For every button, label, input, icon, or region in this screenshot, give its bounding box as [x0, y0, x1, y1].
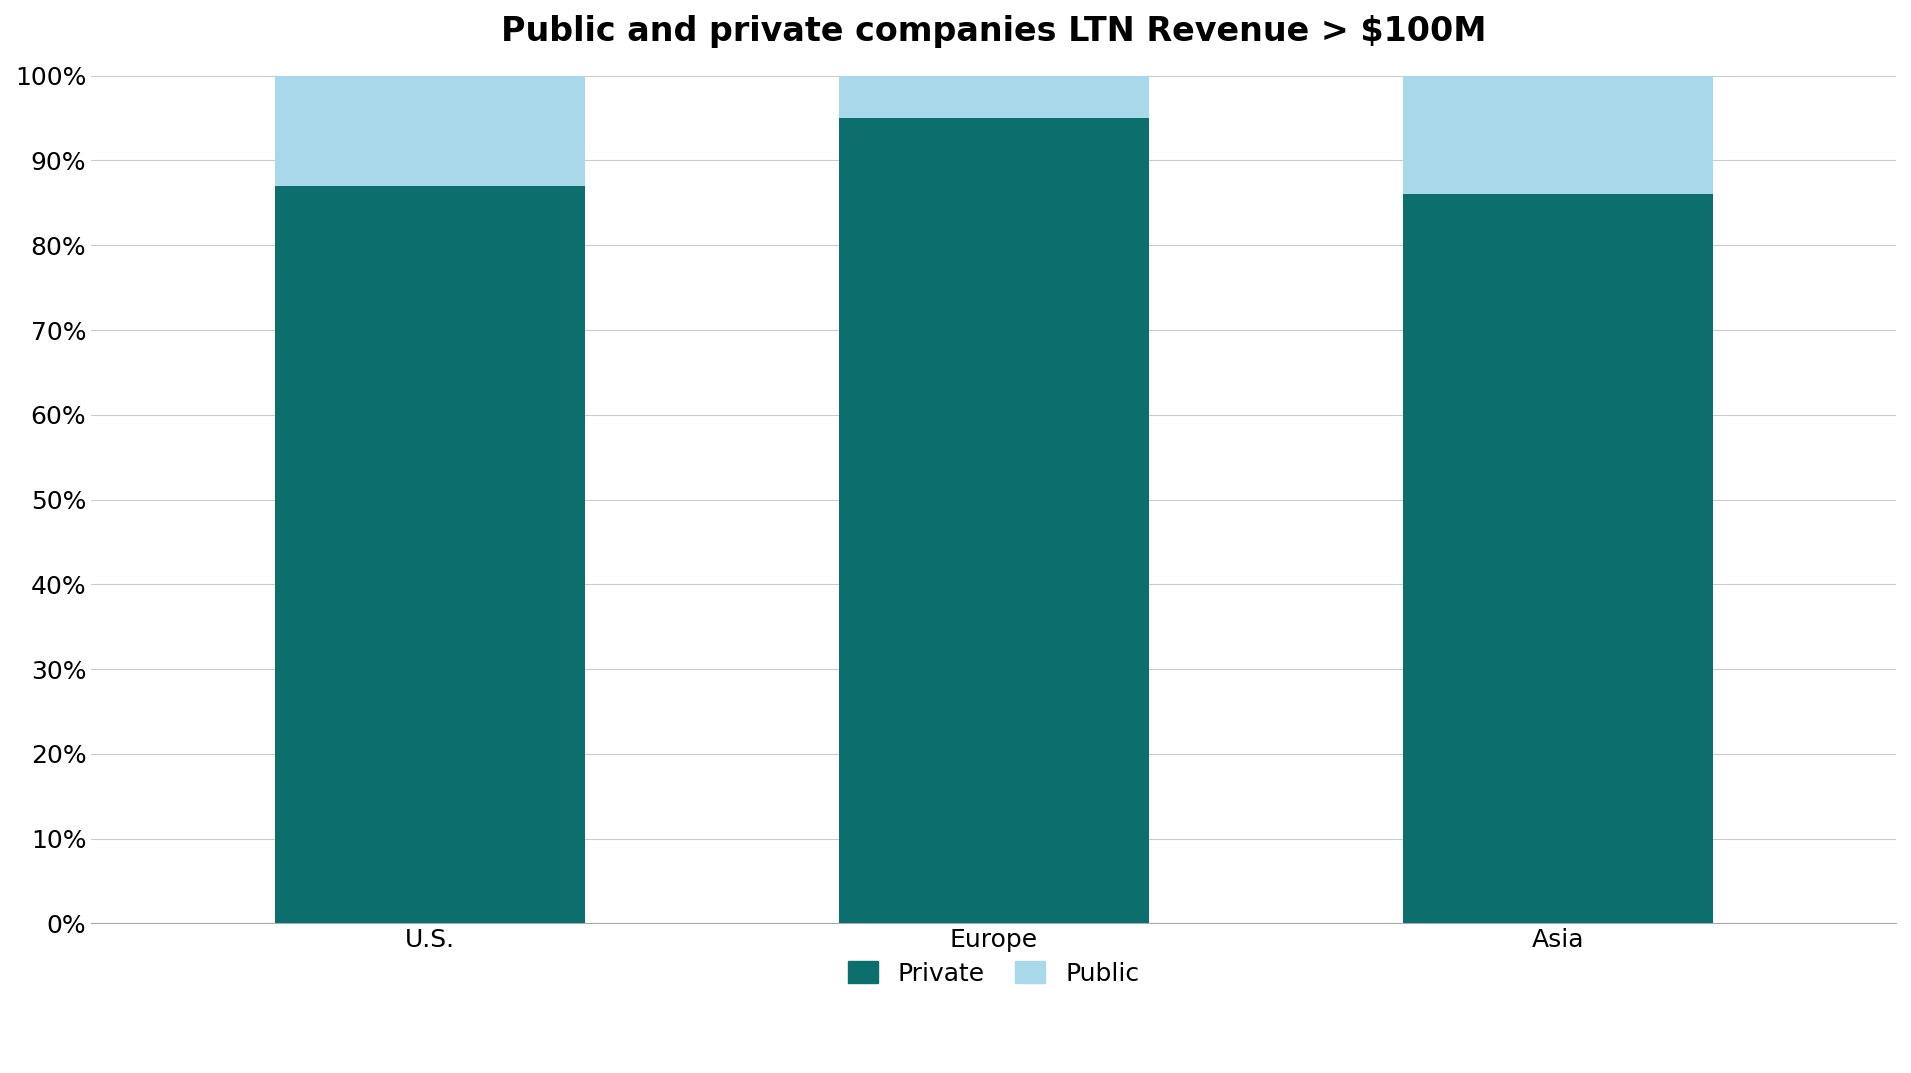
Bar: [275, 76, 585, 186]
Bar: [839, 118, 1149, 924]
Title: Public and private companies LTN Revenue > $100M: Public and private companies LTN Revenue…: [501, 15, 1487, 48]
Bar: [275, 186, 585, 924]
Legend: Private, Public: Private, Public: [839, 951, 1149, 996]
Bar: [1403, 76, 1712, 194]
Bar: [1403, 194, 1712, 924]
Bar: [839, 76, 1149, 118]
